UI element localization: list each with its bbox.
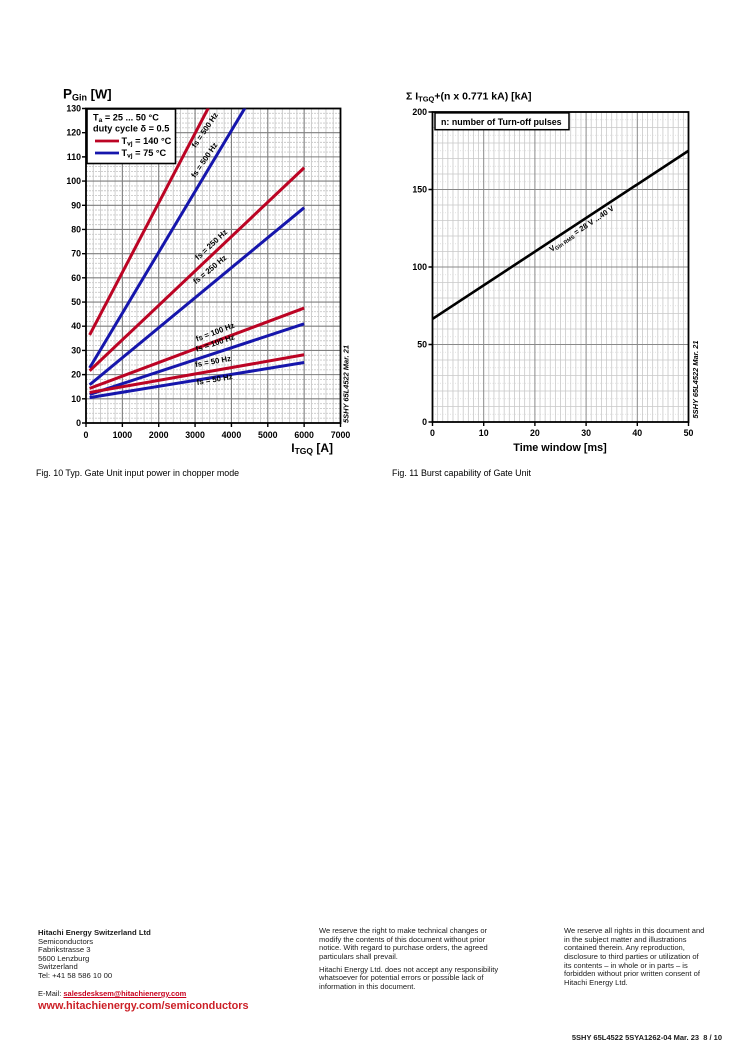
svg-text:PGin [W]: PGin [W] xyxy=(63,87,112,103)
svg-text:60: 60 xyxy=(71,273,81,283)
svg-text:130: 130 xyxy=(66,104,81,114)
svg-text:5000: 5000 xyxy=(258,430,278,440)
svg-text:6000: 6000 xyxy=(294,430,314,440)
svg-text:20: 20 xyxy=(530,428,540,438)
svg-text:0: 0 xyxy=(76,418,81,428)
svg-text:0: 0 xyxy=(422,417,427,427)
svg-text:Fig. 10 Typ. Gate Unit input p: Fig. 10 Typ. Gate Unit input power in ch… xyxy=(36,468,239,478)
svg-text:ITGQ [A]: ITGQ [A] xyxy=(291,441,333,456)
svg-text:80: 80 xyxy=(71,224,81,234)
svg-text:2000: 2000 xyxy=(149,430,169,440)
svg-text:Tvj = 75 °C: Tvj = 75 °C xyxy=(122,148,167,160)
svg-text:120: 120 xyxy=(66,128,81,138)
svg-text:90: 90 xyxy=(71,200,81,210)
svg-text:0: 0 xyxy=(84,430,89,440)
svg-text:Tvj = 140 °C: Tvj = 140 °C xyxy=(122,136,172,148)
svg-text:70: 70 xyxy=(71,249,81,259)
svg-text:40: 40 xyxy=(71,321,81,331)
svg-text:1000: 1000 xyxy=(113,430,133,440)
svg-text:40: 40 xyxy=(632,428,642,438)
svg-text:Ta = 25 ... 50 °C: Ta = 25 ... 50 °C xyxy=(93,113,159,125)
svg-text:10: 10 xyxy=(479,428,489,438)
svg-text:Time window [ms]: Time window [ms] xyxy=(513,442,606,454)
svg-text:20: 20 xyxy=(71,370,81,380)
svg-text:50: 50 xyxy=(417,340,427,350)
svg-text:100: 100 xyxy=(412,262,427,272)
svg-text:0: 0 xyxy=(430,428,435,438)
svg-text:3000: 3000 xyxy=(185,430,205,440)
svg-text:50: 50 xyxy=(684,428,694,438)
svg-text:fs = 50 Hz: fs = 50 Hz xyxy=(194,354,231,369)
svg-text:duty cycle δ = 0.5: duty cycle δ = 0.5 xyxy=(93,124,169,134)
svg-text:n: number of Turn-off pulses: n: number of Turn-off pulses xyxy=(441,117,562,127)
svg-text:110: 110 xyxy=(67,152,81,162)
svg-text:5SHY 65L4522 Mar. 21: 5SHY 65L4522 Mar. 21 xyxy=(691,340,700,418)
svg-text:Fig. 11 Burst capability of Ga: Fig. 11 Burst capability of Gate Unit xyxy=(392,468,531,478)
svg-text:30: 30 xyxy=(71,345,81,355)
svg-text:7000: 7000 xyxy=(331,430,351,440)
svg-text:100: 100 xyxy=(66,176,81,186)
svg-text:200: 200 xyxy=(412,107,427,117)
svg-text:50: 50 xyxy=(71,297,81,307)
svg-text:30: 30 xyxy=(581,428,591,438)
svg-text:5SHY 65L4522 Mar. 21: 5SHY 65L4522 Mar. 21 xyxy=(342,345,351,423)
svg-text:4000: 4000 xyxy=(222,430,242,440)
svg-text:Σ ITGQ+(n x 0.771 kA) [kA]: Σ ITGQ+(n x 0.771 kA) [kA] xyxy=(406,91,532,104)
svg-text:10: 10 xyxy=(71,394,81,404)
svg-text:150: 150 xyxy=(412,185,427,195)
